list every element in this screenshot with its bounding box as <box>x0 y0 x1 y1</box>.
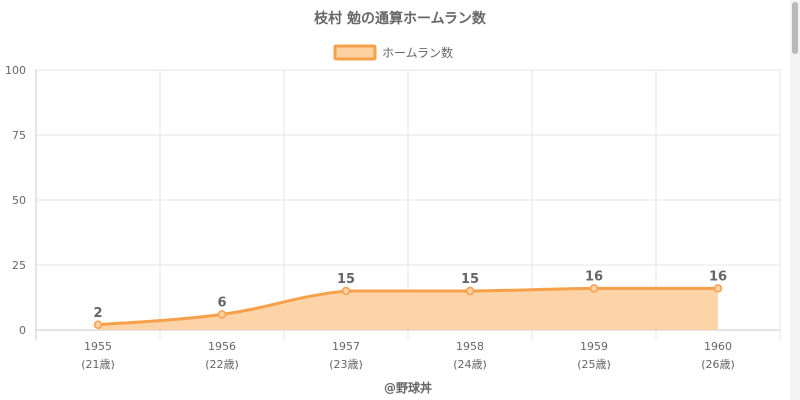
data-labels: 2 6 15 15 16 16 <box>93 269 727 320</box>
vertical-scrollbar[interactable] <box>790 0 800 400</box>
data-point[interactable] <box>341 286 351 296</box>
y-tick-label: 50 <box>12 194 26 207</box>
data-label: 15 <box>337 272 355 287</box>
y-tick-label: 100 <box>5 64 26 77</box>
x-tick-sublabel: (22歳) <box>205 358 239 371</box>
x-tick-sublabel: (24歳) <box>453 358 487 371</box>
x-tick-label: 1957 <box>332 340 360 353</box>
data-point[interactable] <box>465 286 475 296</box>
x-tick-label: 1959 <box>580 340 608 353</box>
x-tick-sublabel: (23歳) <box>329 358 363 371</box>
x-tick-sublabel: (26歳) <box>701 358 735 371</box>
series-area-fill <box>98 288 718 330</box>
data-point[interactable] <box>713 284 723 293</box>
series-area <box>97 286 718 330</box>
data-label: 16 <box>585 269 603 284</box>
y-tick-label: 0 <box>19 324 26 337</box>
series-line <box>97 286 718 327</box>
x-tick-label: 1958 <box>456 340 484 353</box>
x-tick-label: 1956 <box>208 340 236 353</box>
data-label: 16 <box>709 269 727 284</box>
x-axis-ticks: 1955 (21歳) 1956 (22歳) 1957 (23歳) 1958 (24歳) 1959… <box>81 340 735 371</box>
data-point[interactable] <box>589 284 599 293</box>
y-tick-label: 25 <box>12 259 26 272</box>
x-tick-sublabel: (25歳) <box>577 358 611 371</box>
scrollbar-thumb[interactable] <box>792 2 798 54</box>
data-point[interactable] <box>217 310 227 319</box>
y-axis-ticks: 0 25 50 75 100 <box>5 64 26 337</box>
data-label: 15 <box>461 272 479 287</box>
data-label: 6 <box>217 295 226 310</box>
legend-swatch <box>333 44 377 61</box>
chart-title: 枝村 勉の通算ホームラン数 <box>313 10 487 27</box>
x-tick-label: 1960 <box>704 340 732 353</box>
credit-text: @野球丼 <box>384 380 432 395</box>
y-tick-label: 75 <box>12 129 26 142</box>
legend-label: ホームラン数 <box>382 45 453 60</box>
data-label: 2 <box>93 306 102 321</box>
data-point[interactable] <box>93 320 103 330</box>
legend[interactable]: ホームラン数 <box>333 44 453 61</box>
data-points[interactable] <box>93 284 723 330</box>
x-tick-sublabel: (21歳) <box>81 358 115 371</box>
grid <box>35 69 781 340</box>
x-tick-label: 1955 <box>84 340 112 353</box>
